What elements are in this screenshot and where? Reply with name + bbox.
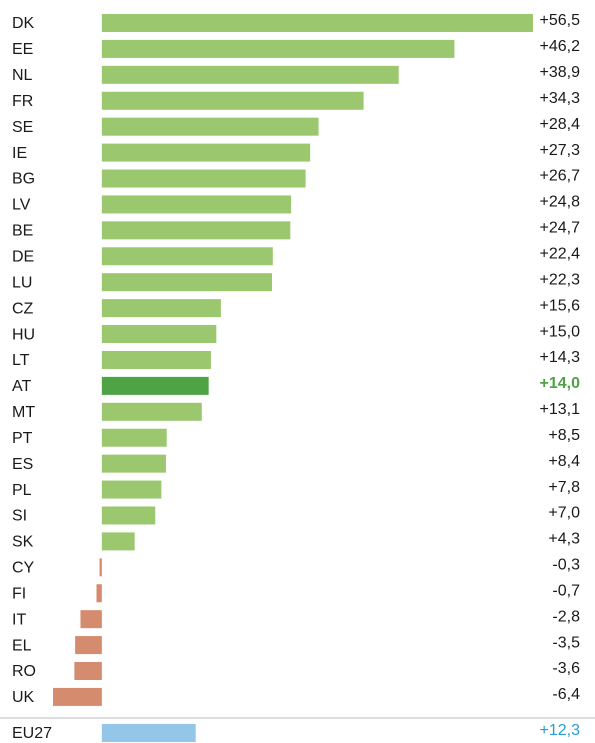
value-label: -0,7 <box>552 582 580 599</box>
bar <box>101 39 455 58</box>
category-label: LT <box>12 352 30 369</box>
value-label: -3,5 <box>552 634 580 651</box>
value-label: +14,0 <box>540 375 581 392</box>
category-label: SI <box>12 508 27 525</box>
bar <box>101 532 135 551</box>
value-label: +27,3 <box>540 142 581 159</box>
value-label: +13,1 <box>540 401 581 418</box>
category-label: DK <box>12 15 35 32</box>
value-label: +8,4 <box>548 453 580 470</box>
category-label: PL <box>12 482 32 499</box>
category-label: MT <box>12 404 35 421</box>
category-label: SK <box>12 534 34 551</box>
category-label: SE <box>12 119 33 136</box>
bar <box>101 143 311 162</box>
bar <box>101 402 202 421</box>
bar <box>101 428 167 447</box>
category-label: EL <box>12 637 32 654</box>
value-label: +8,5 <box>548 427 580 444</box>
category-label: RO <box>12 663 36 680</box>
bar <box>101 91 364 110</box>
category-label: LV <box>12 197 31 214</box>
bar <box>101 65 399 84</box>
bar <box>101 195 292 214</box>
category-label: CZ <box>12 300 34 317</box>
bar <box>101 325 217 344</box>
value-label: +7,8 <box>548 479 580 496</box>
category-label: LU <box>12 274 32 291</box>
bar <box>101 454 166 473</box>
value-label: +22,3 <box>540 271 581 288</box>
category-label: NL <box>12 67 33 84</box>
value-label: +12,3 <box>540 722 581 739</box>
value-label: +15,0 <box>540 323 581 340</box>
category-label: HU <box>12 326 35 343</box>
value-label: +34,3 <box>540 90 581 107</box>
category-label: FI <box>12 585 26 602</box>
bar <box>99 558 102 577</box>
value-label: +7,0 <box>548 505 580 522</box>
bar <box>101 273 273 292</box>
value-label: +15,6 <box>540 297 581 314</box>
value-label: +22,4 <box>540 245 581 262</box>
bar <box>74 662 102 680</box>
bar <box>101 169 306 188</box>
value-label: +56,5 <box>540 12 581 29</box>
bar <box>101 117 319 136</box>
value-label: -6,4 <box>552 686 580 703</box>
category-label: BE <box>12 223 33 240</box>
bar <box>101 350 211 369</box>
bar <box>53 687 102 706</box>
bar <box>101 724 196 742</box>
bar <box>101 506 156 525</box>
value-label: +28,4 <box>540 116 581 133</box>
bar <box>80 610 102 629</box>
bar <box>101 376 209 395</box>
bar <box>96 584 102 603</box>
category-label: ES <box>12 456 33 473</box>
value-label: +38,9 <box>540 64 581 81</box>
value-label: +46,2 <box>540 38 581 55</box>
category-label: IE <box>12 145 27 162</box>
value-label: +4,3 <box>548 531 580 548</box>
bar <box>101 14 534 32</box>
value-label: +24,8 <box>540 194 581 211</box>
bar <box>101 221 291 240</box>
category-label: CY <box>12 560 35 577</box>
bar <box>101 247 273 266</box>
category-label: BG <box>12 171 35 188</box>
value-label: -2,8 <box>552 608 580 625</box>
value-label: +26,7 <box>540 168 581 185</box>
value-label: -0,3 <box>552 557 580 574</box>
value-label: -3,6 <box>552 660 580 677</box>
bar <box>101 480 162 499</box>
category-label: EE <box>12 41 33 58</box>
bar <box>101 299 221 318</box>
category-label: UK <box>12 689 35 706</box>
category-label: DE <box>12 248 34 265</box>
bar <box>75 636 102 655</box>
value-label: +14,3 <box>540 349 581 366</box>
category-label: AT <box>12 378 31 395</box>
value-label: +24,7 <box>540 220 581 237</box>
category-label: IT <box>12 611 26 628</box>
category-label: FR <box>12 93 33 110</box>
category-label: PT <box>12 430 33 447</box>
category-label: EU27 <box>12 725 52 742</box>
